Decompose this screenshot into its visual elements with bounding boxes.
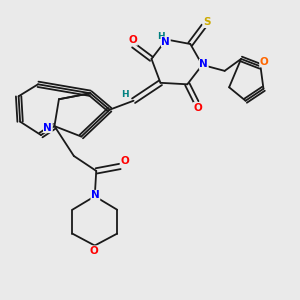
Text: H: H — [157, 32, 165, 41]
Text: N: N — [200, 59, 208, 69]
Text: N: N — [44, 123, 52, 133]
Text: N: N — [161, 37, 170, 47]
Text: O: O — [194, 103, 202, 112]
Text: O: O — [129, 35, 137, 45]
Text: N: N — [91, 190, 100, 200]
Text: O: O — [120, 156, 129, 166]
Text: S: S — [203, 17, 211, 28]
Text: O: O — [260, 57, 268, 67]
Text: H: H — [122, 90, 129, 99]
Text: O: O — [90, 246, 98, 256]
